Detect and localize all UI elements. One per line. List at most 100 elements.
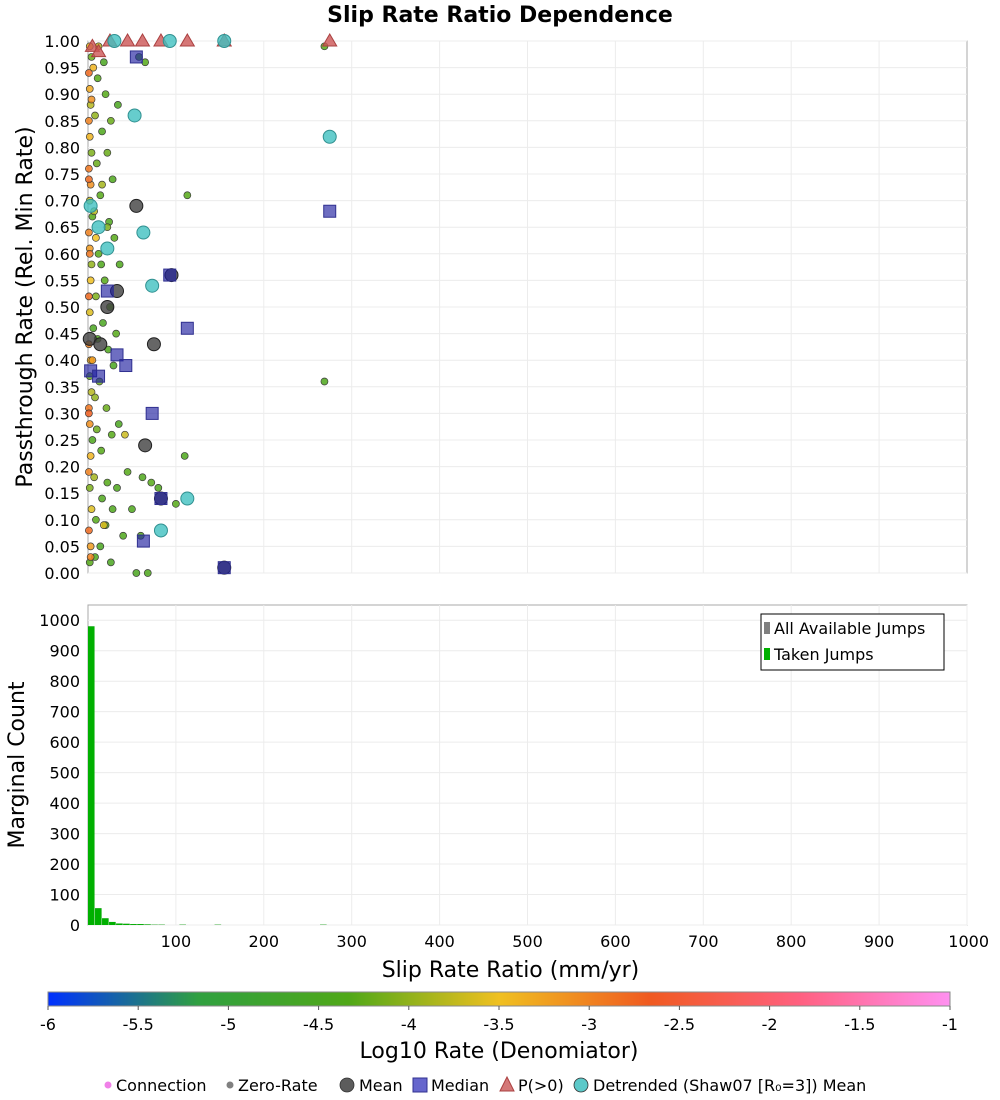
scatter-point-connection <box>103 148 112 157</box>
scatter-point-connection <box>109 361 118 370</box>
colorbar-tick-label: -4 <box>401 1015 417 1034</box>
scatter-point-detrended <box>107 34 122 48</box>
scatter-y-tick-label: 0.75 <box>44 165 80 184</box>
scatter-point-mean <box>93 337 108 352</box>
scatter-point-connection <box>114 420 123 428</box>
legend-marker-circle <box>573 1077 589 1093</box>
scatter-point-connection <box>87 388 96 396</box>
scatter-point-detrended <box>136 225 151 240</box>
scatter-point-detrended <box>322 129 337 144</box>
legend-marker-square <box>412 1077 428 1093</box>
scatter-y-tick-label: 0.40 <box>44 351 80 370</box>
scatter-point-connection <box>85 175 93 184</box>
histogram-y-tick-label: 200 <box>49 855 80 874</box>
histogram-bar-taken <box>109 921 116 925</box>
scatter-point-connection <box>92 425 101 434</box>
histogram-x-tick-label: 1000 <box>948 932 989 951</box>
scatter-point-pgt0 <box>134 33 151 47</box>
scatter-point-connection <box>99 319 107 327</box>
histogram-y-tick-label: 900 <box>49 642 80 661</box>
scatter-y-tick-label: 0.20 <box>44 458 80 477</box>
scatter-point-connection <box>85 132 94 141</box>
scatter-point-connection <box>98 127 106 136</box>
scatter-y-tick-label: 0.30 <box>44 404 80 423</box>
histogram-plot: 100 200 300 400 500 600 700 800 900 1000 0 100 200 30… <box>5 604 989 983</box>
scatter-point-connection <box>87 260 96 269</box>
scatter-point-connection <box>85 228 93 237</box>
bottom-legend: Connection Zero-Rate Mean Median P(>0) Detren… <box>104 1075 866 1095</box>
histogram-y-axis-label: Marginal Count <box>5 681 30 848</box>
scatter-point-connection <box>98 180 106 189</box>
scatter-point-connection <box>147 478 156 487</box>
scatter-point-detrended <box>180 491 195 506</box>
scatter-y-tick-label: 0.35 <box>44 378 80 397</box>
scatter-point-connection <box>89 63 98 72</box>
colorbar-tick-label: -6 <box>40 1015 56 1034</box>
scatter-point-connection <box>180 452 189 460</box>
scatter-point-connection <box>119 531 128 540</box>
scatter-point-connection <box>172 499 180 508</box>
legend-label: P(>0) <box>518 1076 564 1095</box>
legend-marker-zero-rate <box>226 1081 234 1089</box>
scatter-point-pgt0 <box>321 33 338 47</box>
histogram-legend-swatch <box>764 648 770 660</box>
chart-title: Slip Rate Ratio Dependence <box>327 3 673 28</box>
scatter-point-connection <box>96 191 105 200</box>
colorbar: -6 -5.5 -5 -4.5 -4 -3.5 -3 -2.5 -2 -1.5 -1 Log10 Ra… <box>40 991 958 1064</box>
histogram-x-tick-label: 600 <box>600 932 631 951</box>
scatter-point-connection <box>85 308 94 317</box>
histogram-x-tick-label: 200 <box>249 932 280 951</box>
scatter-point-median <box>100 284 114 298</box>
scatter-point-connection <box>107 558 115 567</box>
scatter-point-connection <box>85 249 94 258</box>
histogram-y-tick-label: 0 <box>70 916 80 935</box>
colorbar-tick-label: -2.5 <box>664 1015 695 1034</box>
scatter-point-connection <box>85 164 93 173</box>
scatter-point-connection <box>86 553 95 561</box>
histogram-y-tick-label: 800 <box>49 672 80 691</box>
scatter-y-tick-label: 0.45 <box>44 325 80 344</box>
scatter-point-connection <box>85 420 94 428</box>
scatter-point-mean <box>146 337 161 352</box>
histogram-x-tick-label: 800 <box>776 932 807 951</box>
scatter-point-median <box>217 561 231 575</box>
scatter-point-connection <box>86 276 95 285</box>
histogram-bar-taken <box>137 924 144 925</box>
histogram-y-tick-label: 400 <box>49 794 80 813</box>
histogram-x-tick-label: 300 <box>336 932 367 951</box>
colorbar-tick-label: -3 <box>581 1015 597 1034</box>
scatter-y-tick-label: 0.25 <box>44 431 80 450</box>
histogram-bar-taken <box>123 923 130 925</box>
scatter-point-connection <box>85 409 93 418</box>
scatter-point-connection <box>92 233 100 242</box>
histogram-x-tick-label: 500 <box>512 932 543 951</box>
scatter-point-mean <box>138 438 153 453</box>
scatter-point-pgt0 <box>119 33 136 47</box>
legend-label: Mean <box>359 1076 403 1095</box>
colorbar-tick-label: -3.5 <box>483 1015 514 1034</box>
legend-label: Zero-Rate <box>238 1076 318 1095</box>
scatter-point-connection <box>102 404 111 412</box>
scatter-point-connection <box>94 249 103 258</box>
scatter-point-connection <box>98 494 106 503</box>
scatter-point-connection <box>112 329 120 338</box>
scatter-y-tick-label: 0.00 <box>44 564 80 583</box>
scatter-point-connection <box>85 292 93 301</box>
scatter-point-connection <box>86 542 95 551</box>
scatter-point-mean <box>100 300 115 314</box>
scatter-point-pgt0 <box>90 43 107 58</box>
scatter-y-tick-label: 0.85 <box>44 112 80 131</box>
scatter-point-connection <box>121 430 129 439</box>
scatter-point-connection <box>86 452 95 460</box>
scatter-point-connection <box>87 505 96 514</box>
histogram-bar-taken <box>88 626 95 925</box>
scatter-point-connection <box>128 505 136 514</box>
colorbar-label: Log10 Rate (Denomiator) <box>360 1039 639 1064</box>
scatter-point-connection <box>91 393 99 402</box>
scatter-point-median <box>92 369 106 383</box>
scatter-point-connection <box>85 116 93 125</box>
scatter-point-connection <box>97 260 106 269</box>
scatter-point-median <box>136 534 150 548</box>
scatter-point-connection <box>114 100 122 109</box>
